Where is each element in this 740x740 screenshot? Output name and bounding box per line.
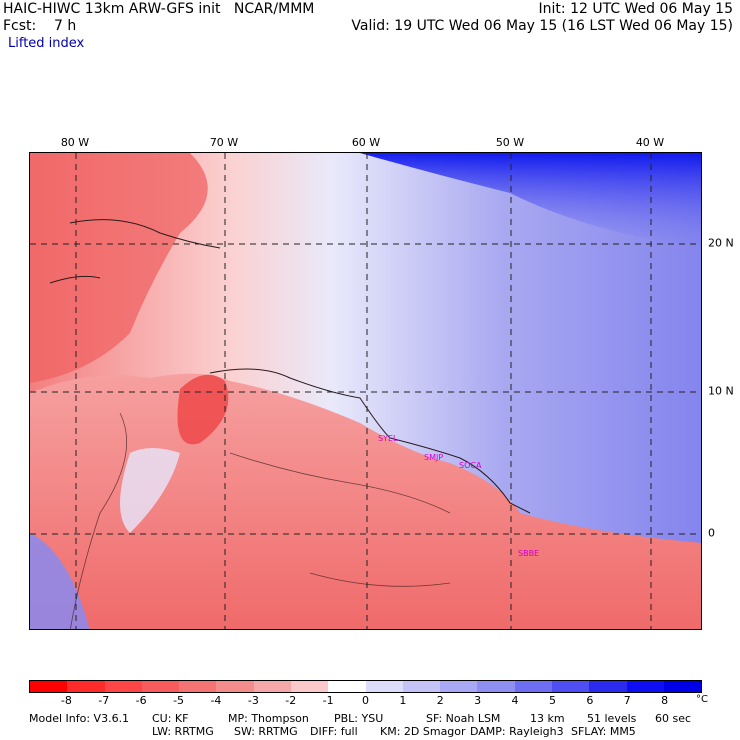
graticule	[30, 153, 701, 629]
colorbar-swatch	[402, 681, 441, 692]
station-label: SOCA	[459, 461, 482, 470]
footer-levels: 51 levels	[587, 712, 637, 725]
lon-label-60w: 60 W	[351, 136, 381, 149]
footer-damp: DAMP: Rayleigh3	[470, 725, 564, 738]
colorbar-swatch	[477, 681, 515, 692]
forecast-hour: Fcst: 7 h	[3, 18, 77, 34]
colorbar-tick-label: 6	[586, 694, 594, 707]
footer-mp: MP: Thompson	[228, 712, 309, 725]
footer-km: KM: 2D Smagor	[380, 725, 466, 738]
colorbar-tick-label: 1	[399, 694, 407, 707]
colorbar-swatch	[67, 681, 105, 692]
station-label: SYEL	[378, 434, 398, 443]
colorbar-tick-label: -4	[210, 694, 222, 707]
colorbar-tick-label: 7	[623, 694, 631, 707]
map-canvas: SYEL SMJP SOCA SBBE	[30, 153, 701, 629]
unstable-region-caribbean	[30, 153, 208, 383]
colorbar-tick-label: -8	[60, 694, 72, 707]
footer-timestep: 60 sec	[655, 712, 692, 725]
lon-label-70w: 70 W	[209, 136, 239, 149]
colorbar-tick-label: 8	[661, 694, 669, 707]
colorbar-tick-label: -7	[98, 694, 110, 707]
lon-label-50w: 50 W	[495, 136, 525, 149]
colorbar-swatch	[328, 681, 366, 692]
footer-model-info: Model Info: V3.6.1	[29, 712, 130, 725]
colorbar-tick-label: -5	[173, 694, 185, 707]
footer-sw: SW: RRTMG	[234, 725, 298, 738]
andes-stable-core	[120, 448, 180, 533]
colorbar-swatch	[104, 681, 142, 692]
lon-label-80w: 80 W	[60, 136, 90, 149]
colorbar-swatch	[179, 681, 217, 692]
border-lines	[69, 412, 451, 629]
footer-pbl: PBL: YSU	[334, 712, 384, 725]
model-title: HAIC-HIWC 13km ARW-GFS init NCAR/MMM	[3, 1, 315, 17]
footer-lw: LW: RRTMG	[152, 725, 214, 738]
colorbar-swatch	[216, 681, 254, 692]
colorbar-tick-label: 5	[548, 694, 556, 707]
colorbar-tick-label: 2	[436, 694, 444, 707]
lat-label-0: 0	[708, 526, 715, 540]
colorbar-swatch	[589, 681, 627, 692]
colorbar-tick-label: 4	[511, 694, 519, 707]
lifted-index-map: SYEL SMJP SOCA SBBE	[29, 152, 702, 630]
colorbar-swatch	[141, 681, 180, 692]
colorbar-swatch	[440, 681, 478, 692]
andes-unstable-core	[177, 374, 229, 445]
colorbar-swatch	[253, 681, 291, 692]
valid-time: Valid: 19 UTC Wed 06 May 15 (16 LST Wed …	[351, 18, 733, 34]
field-title: Lifted index	[8, 36, 85, 51]
colorbar-swatch	[626, 681, 664, 692]
colorbar	[29, 680, 702, 693]
colorbar-tick-label: -1	[322, 694, 334, 707]
footer-cu: CU: KF	[152, 712, 189, 725]
station-label: SMJP	[424, 453, 443, 462]
colorbar-tick-label: 0	[362, 694, 369, 707]
colorbar-swatch	[514, 681, 552, 692]
colorbar-unit: °C	[696, 694, 708, 705]
station-label: SBBE	[518, 549, 539, 558]
lat-label-10n: 10 N	[708, 384, 734, 398]
colorbar-swatch	[290, 681, 329, 692]
colorbar-swatch	[365, 681, 403, 692]
footer-resolution: 13 km	[530, 712, 565, 725]
footer-sf: SF: Noah LSM	[426, 712, 501, 725]
init-time: Init: 12 UTC Wed 06 May 15	[538, 1, 733, 17]
colorbar-swatch	[663, 681, 702, 692]
colorbar-tick-label: -6	[135, 694, 147, 707]
colorbar-tick-label: 3	[474, 694, 482, 707]
stable-region-northeast	[360, 153, 701, 248]
footer-sflay: SFLAY: MM5	[571, 725, 636, 738]
colorbar-swatch	[30, 681, 68, 692]
lon-label-40w: 40 W	[635, 136, 665, 149]
colorbar-tick-label: -2	[285, 694, 297, 707]
footer-diff: DIFF: full	[310, 725, 358, 738]
colorbar-tick-label: -3	[247, 694, 259, 707]
lat-label-20n: 20 N	[708, 236, 734, 250]
colorbar-swatch	[551, 681, 590, 692]
